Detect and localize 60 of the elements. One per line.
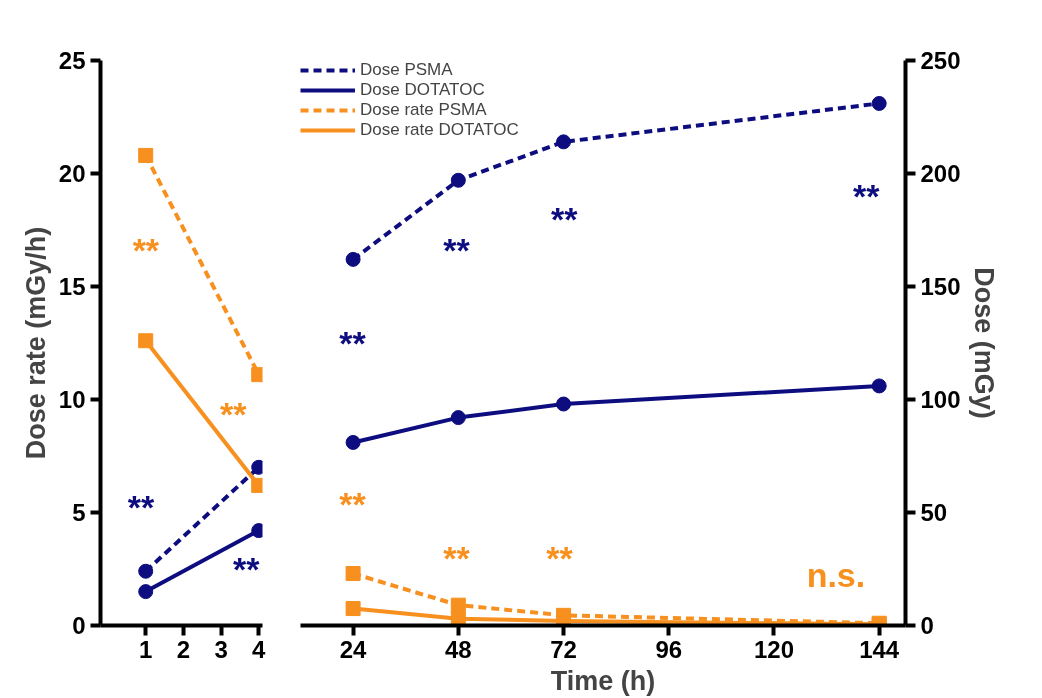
annotation: **: [852, 177, 881, 216]
y-tick-label: 20: [58, 160, 86, 187]
annotation: **: [443, 538, 471, 577]
annotation: **: [551, 199, 579, 238]
legend-label: Dose rate DOTATOC: [360, 120, 519, 140]
point: [138, 147, 154, 163]
point: [450, 410, 466, 426]
x-tick-label: 3: [214, 635, 228, 663]
x-tick-label: 2: [176, 635, 191, 663]
point: [556, 134, 572, 150]
point: [251, 523, 263, 539]
x-tick-label: 144: [859, 635, 900, 663]
point: [345, 251, 361, 267]
point: [450, 172, 466, 188]
y2-axis-title: Dose (mGy): [968, 267, 999, 419]
x-tick-label: 72: [550, 635, 577, 663]
y-tick-label: 25: [58, 47, 86, 74]
y-tick-label: 10: [58, 386, 86, 413]
legend-label: Dose DOTATOC: [360, 80, 485, 100]
y-axis-title: Dose rate (mGy/h): [20, 226, 51, 460]
annotation: **: [546, 538, 574, 577]
annotation: n.s.: [806, 555, 866, 594]
y2-tick-label: 150: [920, 273, 961, 300]
legend-label: Dose rate PSMA: [360, 100, 487, 120]
x-axis-title: Time (h): [550, 665, 656, 696]
point: [251, 367, 263, 383]
point: [345, 434, 361, 450]
y-tick-label: 0: [72, 612, 86, 639]
annotation: **: [220, 394, 248, 433]
x-tick-label: 120: [753, 635, 794, 663]
y2-tick-label: 0: [920, 612, 934, 639]
point: [251, 477, 263, 493]
point: [450, 611, 466, 626]
annotation: **: [132, 230, 160, 269]
y-tick-label: 15: [58, 273, 86, 300]
annotation: **: [127, 487, 155, 526]
y2-tick-label: 200: [920, 160, 961, 187]
point: [138, 333, 154, 349]
point: [871, 95, 887, 111]
point: [556, 396, 572, 412]
legend-label: Dose PSMA: [360, 60, 453, 80]
y2-tick-label: 250: [920, 47, 961, 74]
point: [345, 566, 361, 582]
x-tick-label: 4: [252, 635, 267, 663]
annotation: **: [339, 324, 367, 362]
point: [345, 601, 361, 617]
annotation: **: [233, 550, 261, 588]
point: [871, 378, 887, 394]
y2-tick-label: 100: [920, 386, 961, 413]
annotation: **: [339, 485, 367, 524]
x-tick-label: 48: [444, 635, 472, 663]
x-tick-label: 24: [339, 635, 368, 663]
point: [138, 584, 154, 600]
point: [251, 459, 263, 475]
y-tick-label: 5: [72, 499, 86, 526]
x-tick-label: 96: [655, 635, 683, 663]
point: [138, 563, 154, 579]
x-tick-label: 1: [139, 635, 153, 663]
annotation: **: [443, 230, 471, 269]
y2-tick-label: 50: [920, 499, 948, 526]
